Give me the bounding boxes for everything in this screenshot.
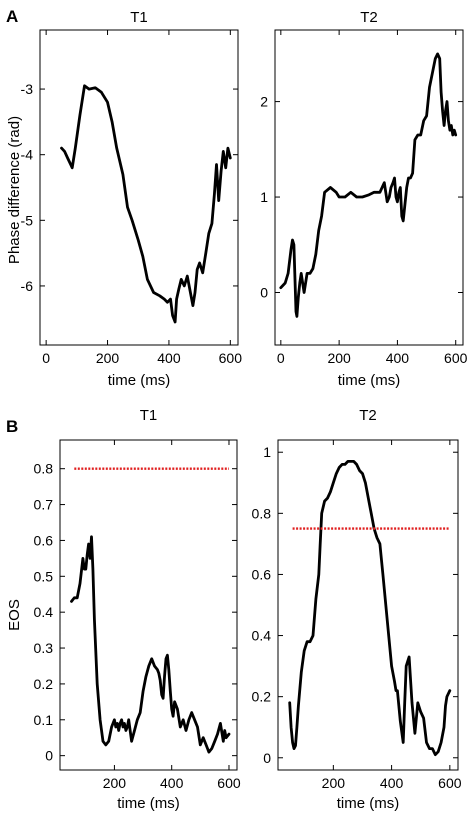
y-tick-label-a-t1: -5 bbox=[21, 212, 34, 228]
panel-a-y-axis-label: Phase difference (rad) bbox=[6, 116, 23, 264]
x-tick-label-b-t2: 200 bbox=[322, 775, 346, 791]
chart-panel-a-t2: T2 time (ms) 0 200 400 600 0 1 2 bbox=[260, 9, 467, 389]
y-tick-label-b-t2: 1 bbox=[263, 444, 271, 460]
chart-panel-b-t1: T1 time (ms) 200 400 600 0 0.1 0.2 0.3 0.4 0.5 0.6 0… bbox=[34, 407, 241, 812]
panel-title-b-t2: T2 bbox=[359, 407, 377, 424]
y-tick-label-b-t1: 0.4 bbox=[34, 604, 54, 620]
axes-frame-b-t2 bbox=[277, 439, 459, 771]
y-tick-label-a-t1: -6 bbox=[21, 278, 34, 294]
x-tick-label-a-t2: 400 bbox=[386, 350, 410, 366]
data-line-b-t1 bbox=[70, 535, 231, 754]
y-tick-label-a-t2: 2 bbox=[260, 94, 268, 110]
x-tick-label-a-t2: 600 bbox=[444, 350, 468, 366]
section-letter-b: B bbox=[6, 417, 18, 436]
data-line-b-t2 bbox=[288, 459, 452, 757]
y-tick-label-b-t1: 0 bbox=[45, 748, 53, 764]
x-tick-label-a-t1: 600 bbox=[219, 350, 243, 366]
y-tick-label-b-t1: 0.2 bbox=[34, 676, 54, 692]
chart-panel-a-t1: T1 time (ms) 0 200 400 600 -6 -5 -4 -3 bbox=[21, 9, 243, 389]
x-tick-label-a-t2: 0 bbox=[277, 350, 285, 366]
panel-title-a-t2: T2 bbox=[360, 9, 378, 26]
y-tick-label-a-t1: -3 bbox=[21, 81, 34, 97]
y-tick-label-a-t1: -4 bbox=[21, 147, 34, 163]
y-tick-label-b-t2: 0.8 bbox=[252, 505, 272, 521]
y-tick-label-b-t2: 0.4 bbox=[252, 628, 272, 644]
x-tick-label-a-t1: 200 bbox=[96, 350, 120, 366]
data-line-a-t1 bbox=[60, 84, 232, 324]
panel-title-b-t1: T1 bbox=[140, 407, 158, 424]
y-tick-label-a-t2: 0 bbox=[260, 285, 268, 301]
x-tick-label-b-t2: 600 bbox=[438, 775, 462, 791]
x-axis-label-a-t2: time (ms) bbox=[338, 372, 401, 389]
y-tick-label-b-t1: 0.1 bbox=[34, 712, 54, 728]
panel-b-y-axis-label: EOS bbox=[6, 599, 23, 631]
x-tick-label-b-t1: 400 bbox=[160, 775, 184, 791]
axes-frame-a-t2 bbox=[274, 29, 464, 346]
x-axis-label-a-t1: time (ms) bbox=[108, 372, 171, 389]
y-tick-label-b-t1: 0.6 bbox=[34, 532, 54, 548]
data-line-a-t2 bbox=[279, 52, 458, 318]
section-letter-a: A bbox=[6, 7, 18, 26]
panel-title-a-t1: T1 bbox=[130, 9, 148, 26]
y-tick-label-b-t1: 0.8 bbox=[34, 461, 54, 477]
y-tick-label-b-t2: 0.6 bbox=[252, 566, 272, 582]
x-tick-label-a-t1: 400 bbox=[157, 350, 181, 366]
chart-panel-b-t2: T2 time (ms) 200 400 600 0 0.2 0.4 0.6 0.8 1 bbox=[252, 407, 462, 812]
y-tick-label-b-t1: 0.5 bbox=[34, 568, 54, 584]
x-axis-label-b-t2: time (ms) bbox=[337, 795, 400, 812]
y-tick-label-a-t2: 1 bbox=[260, 189, 268, 205]
axes-frame-a-t1 bbox=[39, 29, 239, 346]
y-tick-label-b-t1: 0.3 bbox=[34, 640, 54, 656]
y-tick-label-b-t2: 0.2 bbox=[252, 689, 272, 705]
x-axis-label-b-t1: time (ms) bbox=[117, 795, 180, 812]
x-tick-label-a-t1: 0 bbox=[42, 350, 50, 366]
axes-frame-b-t1 bbox=[59, 439, 238, 771]
x-tick-label-b-t2: 400 bbox=[380, 775, 404, 791]
x-tick-label-a-t2: 200 bbox=[327, 350, 351, 366]
y-tick-label-b-t1: 0.7 bbox=[34, 497, 54, 513]
y-tick-label-b-t2: 0 bbox=[263, 750, 271, 766]
x-tick-label-b-t1: 200 bbox=[103, 775, 127, 791]
x-tick-label-b-t1: 600 bbox=[217, 775, 241, 791]
